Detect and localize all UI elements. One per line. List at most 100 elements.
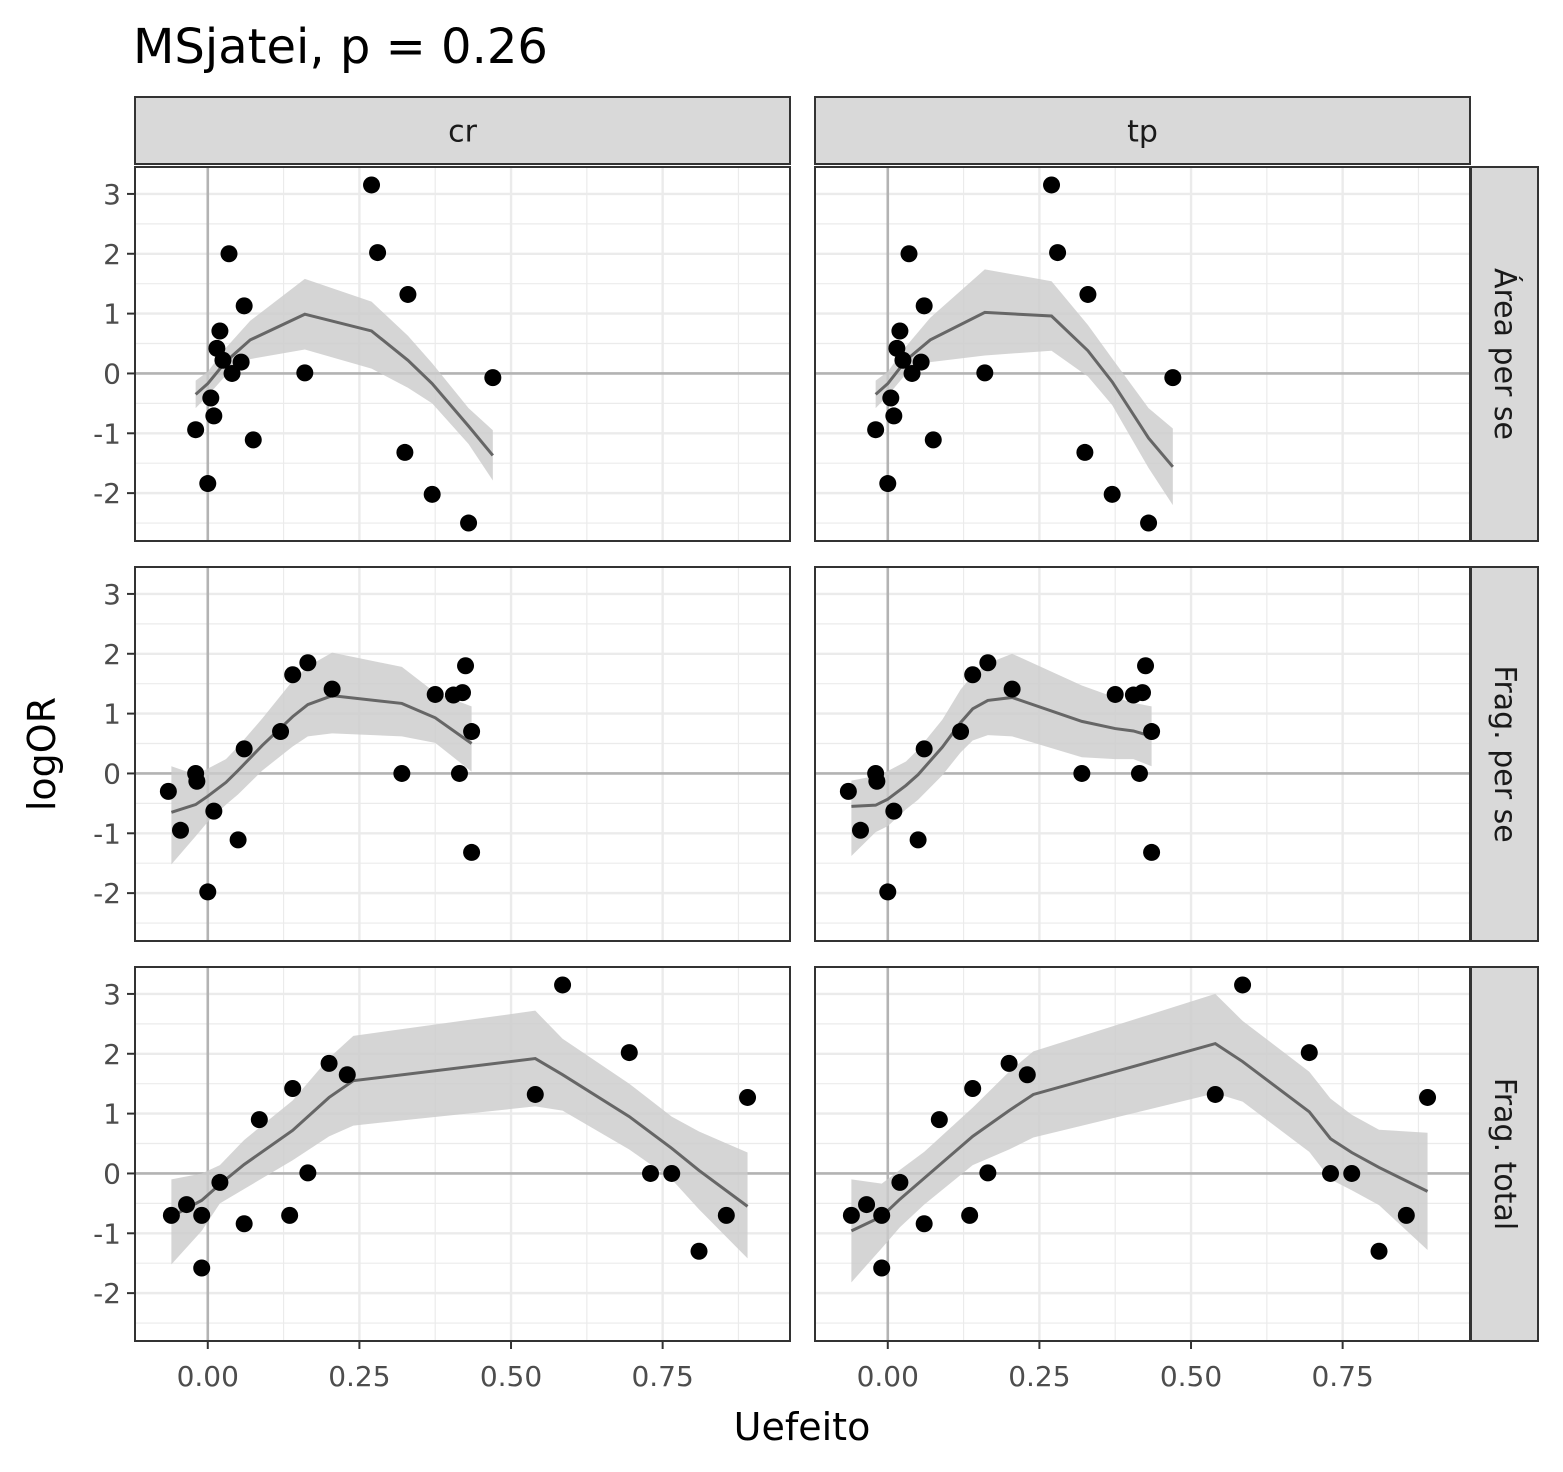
data-point	[1143, 723, 1161, 741]
row-strip-box	[1470, 966, 1539, 1342]
data-point	[171, 821, 189, 839]
data-point	[915, 1215, 933, 1233]
x-tick-label: 0.50	[1160, 1360, 1222, 1393]
data-point	[450, 764, 468, 782]
data-point	[1049, 244, 1067, 262]
data-point	[894, 351, 912, 369]
column-strip-cr: cr	[134, 96, 791, 165]
panel-cr-frag-total: -2 -1 0 1 2 3 0.00 0.25 0.50 0.75	[93, 966, 791, 1393]
y-axis: -2 -1 0 1 2 3	[93, 578, 135, 910]
data-points	[187, 176, 502, 532]
data-point	[642, 1164, 660, 1182]
data-points	[162, 976, 757, 1277]
data-point	[284, 1079, 302, 1097]
data-point	[979, 654, 997, 672]
data-point	[1003, 680, 1021, 698]
row-strip-label: Frag. per se	[1487, 665, 1522, 842]
y-tick-label: -2	[93, 877, 121, 910]
data-points	[839, 654, 1161, 901]
confidence-band-group	[875, 269, 1173, 506]
data-point	[1419, 1088, 1437, 1106]
data-point	[1134, 684, 1151, 702]
x-tick-label: 0.00	[857, 1360, 919, 1393]
row-strip-area-per-se: Área per se	[1470, 166, 1539, 542]
confidence-band	[851, 653, 1152, 857]
data-point	[202, 389, 220, 407]
panel-border	[814, 966, 1471, 1342]
data-point	[1043, 176, 1061, 194]
data-point	[454, 684, 471, 702]
y-tick-label: 1	[103, 1098, 121, 1131]
data-point	[426, 685, 444, 703]
x-tick-label: 0.00	[177, 1360, 239, 1393]
data-point	[891, 322, 909, 340]
data-point	[1073, 764, 1091, 782]
data-point	[1103, 485, 1121, 503]
data-point	[858, 1196, 876, 1214]
data-point	[284, 666, 302, 684]
data-point	[976, 364, 994, 382]
data-point	[620, 1044, 638, 1062]
data-point	[868, 772, 886, 790]
data-point	[299, 654, 317, 672]
data-point	[1018, 1066, 1036, 1084]
data-point	[235, 740, 253, 758]
data-point	[457, 657, 475, 675]
data-points	[159, 654, 481, 901]
y-axis: -2 -1 0 1 2 3	[93, 978, 135, 1310]
y-tick-label: 1	[103, 698, 121, 731]
y-tick-label: 3	[103, 978, 121, 1011]
data-point	[214, 351, 232, 369]
row-strip-box	[1470, 166, 1539, 542]
data-points	[867, 176, 1182, 532]
column-strip-tp: tp	[814, 96, 1471, 165]
y-tick-label: -1	[93, 417, 121, 450]
confidence-band-group	[171, 652, 472, 865]
data-point	[463, 843, 481, 861]
data-point	[717, 1206, 735, 1224]
data-point	[1300, 1044, 1318, 1062]
data-point	[1322, 1164, 1340, 1182]
row-strip-frag-total: Frag. total	[1470, 966, 1539, 1342]
data-point	[690, 1242, 708, 1260]
data-point	[159, 782, 177, 800]
panel-border	[134, 166, 791, 542]
data-point	[903, 364, 921, 382]
confidence-band-group	[851, 653, 1152, 857]
smooth-line-group	[851, 695, 1153, 808]
y-axis: -2 -1 0 1 2 3	[93, 178, 135, 510]
data-point	[964, 1079, 982, 1097]
x-axis: 0.00 0.25 0.50 0.75	[177, 1341, 694, 1393]
data-point	[484, 369, 502, 387]
smooth-line	[851, 695, 1153, 808]
column-strip-box	[814, 96, 1471, 165]
confidence-band	[851, 993, 1428, 1283]
data-point	[272, 723, 290, 741]
data-point	[663, 1164, 681, 1182]
y-tick-label: -2	[93, 1277, 121, 1310]
panels-layer: cr tp Área per se Frag. per se Frag. total -2…	[93, 96, 1539, 1393]
data-point	[229, 831, 247, 849]
column-strip-label: cr	[448, 115, 477, 150]
row-strip-label: Frag. total	[1487, 1078, 1522, 1231]
data-point	[873, 1206, 891, 1224]
data-point	[323, 680, 341, 698]
data-point	[1206, 1085, 1224, 1103]
data-point	[930, 1111, 948, 1129]
data-point	[867, 421, 885, 439]
data-point	[281, 1206, 299, 1224]
data-point	[232, 353, 250, 371]
row-strip-box	[1470, 566, 1539, 942]
panel-cr-area-per-se: -2 -1 0 1 2 3	[93, 166, 791, 542]
y-tick-label: 2	[103, 238, 121, 271]
y-tick-label: 3	[103, 178, 121, 211]
data-point	[220, 245, 238, 263]
smooth-line	[874, 310, 1174, 468]
panel-tp-area-per-se	[814, 166, 1471, 542]
data-point	[205, 802, 223, 820]
y-tick-label: 1	[103, 298, 121, 331]
data-point	[396, 443, 414, 461]
data-point	[912, 353, 930, 371]
column-strip-label: tp	[1127, 115, 1158, 150]
